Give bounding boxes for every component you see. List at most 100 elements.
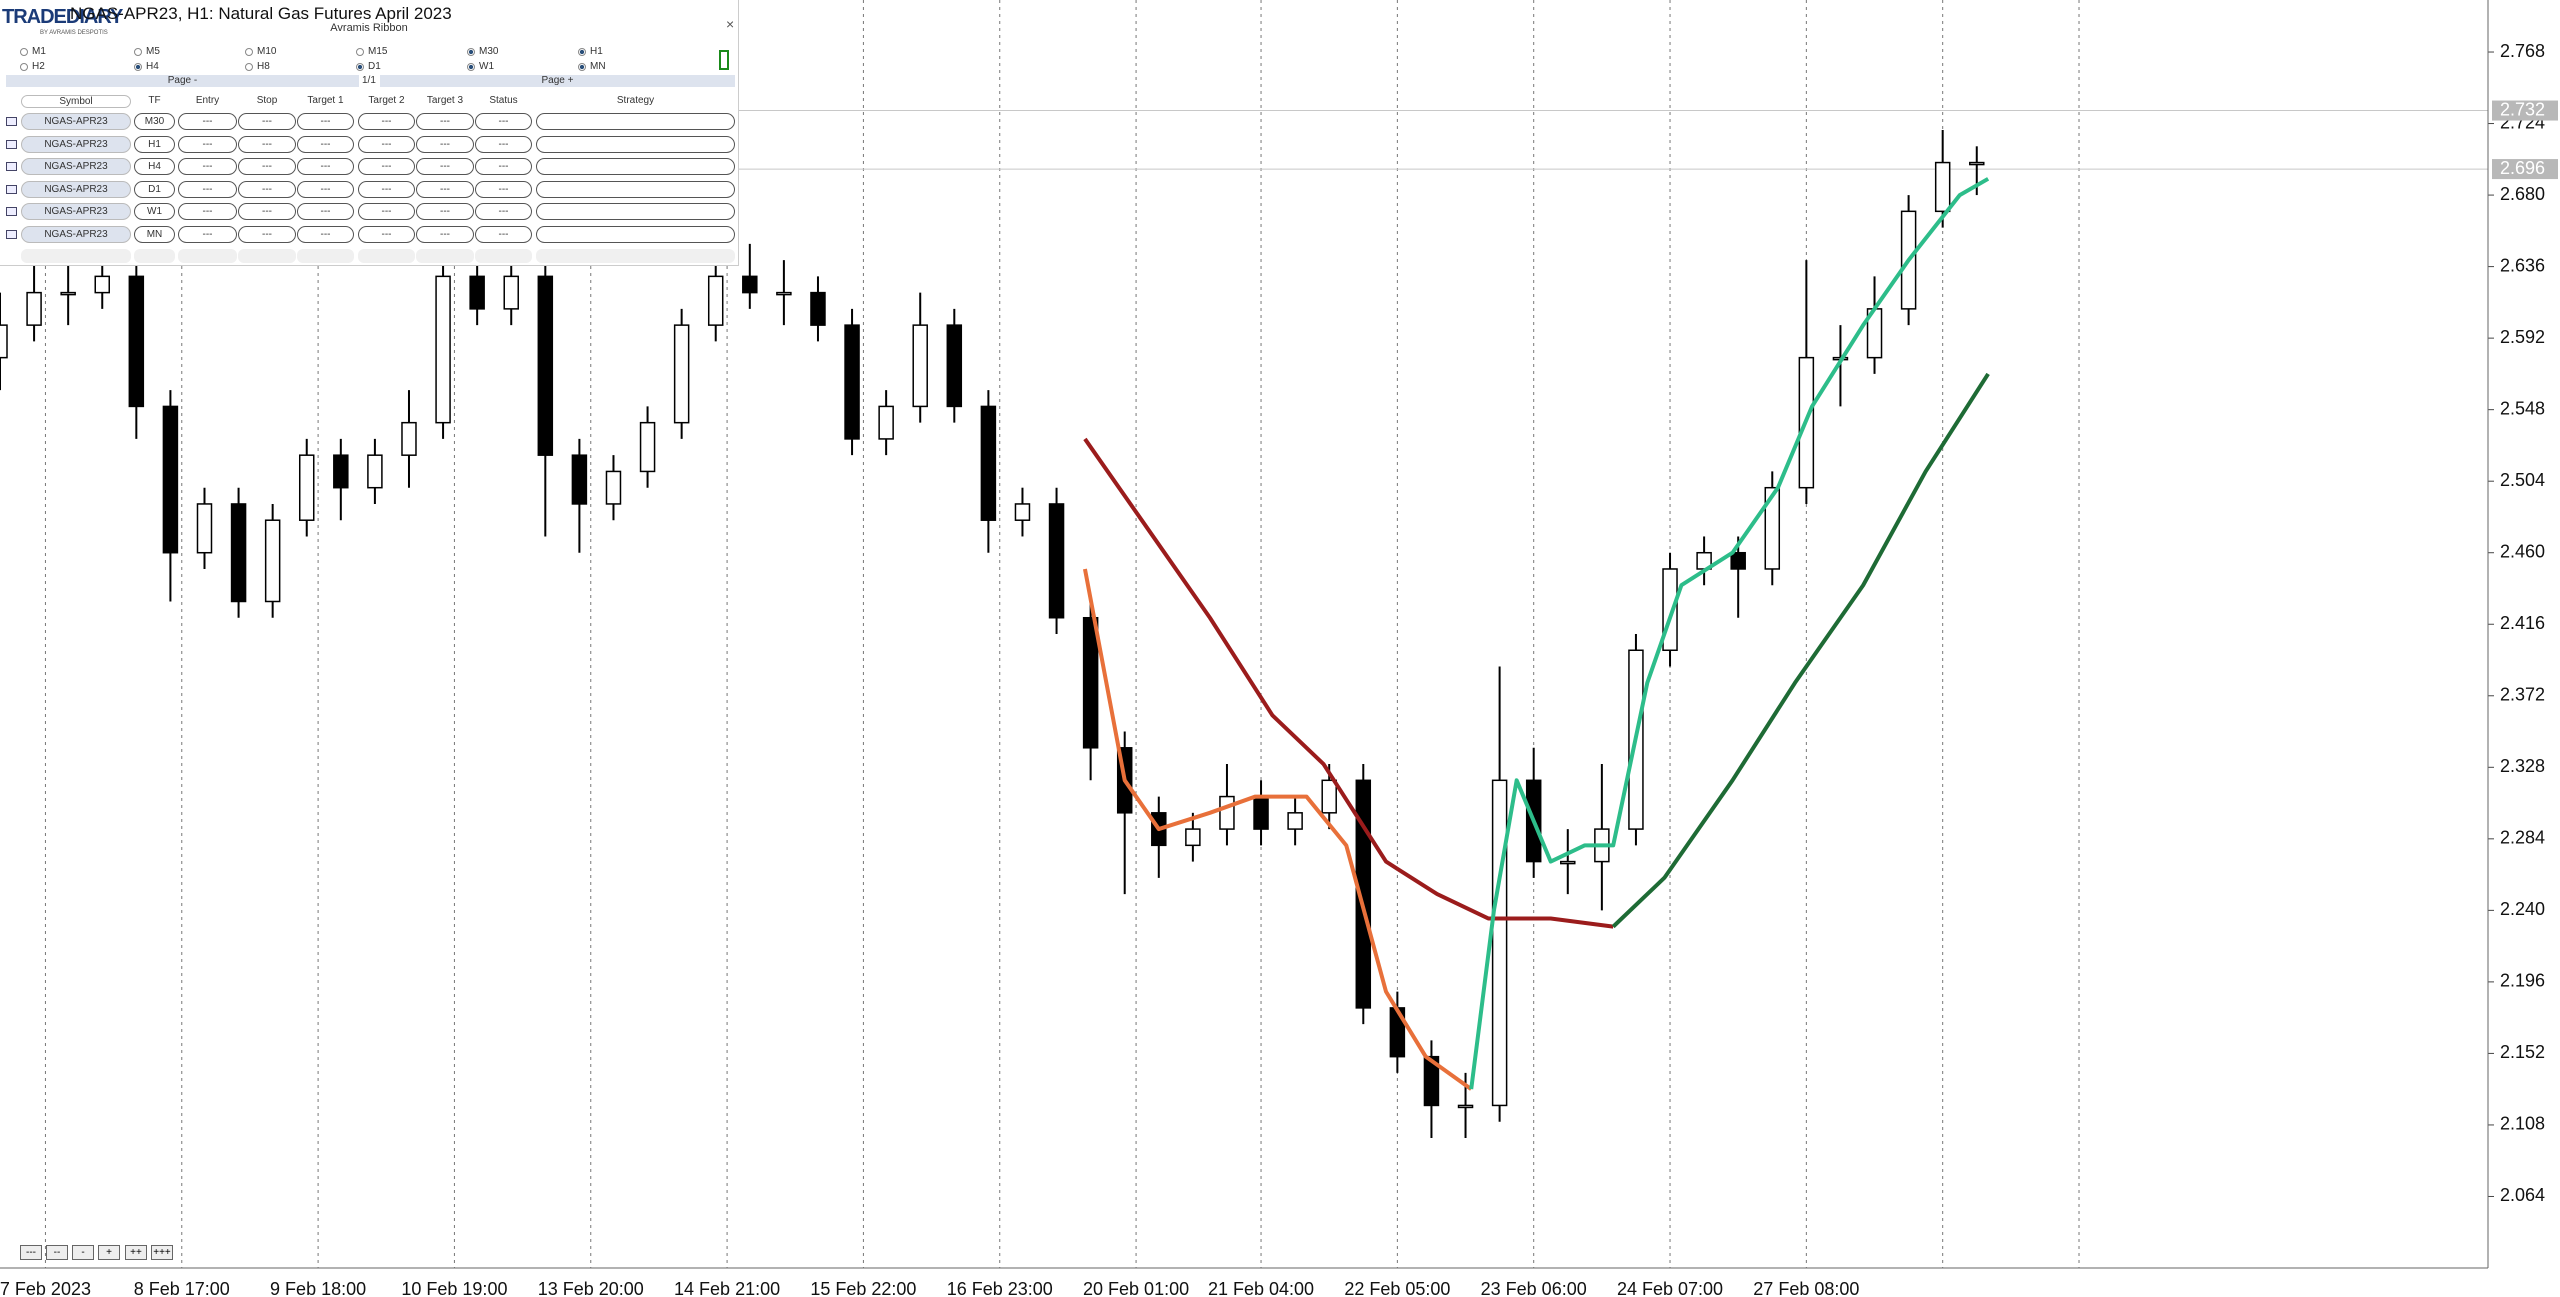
radio-label[interactable]: MN	[590, 61, 606, 72]
radio-button[interactable]	[245, 63, 253, 71]
table-cell[interactable]: ---	[297, 135, 354, 153]
row-icon[interactable]	[6, 139, 17, 149]
table-cell[interactable]: ---	[178, 226, 237, 243]
radio-button[interactable]	[578, 63, 586, 71]
radio-label[interactable]: W1	[479, 61, 494, 72]
table-cell[interactable]: ---	[178, 135, 237, 153]
radio-button[interactable]	[134, 63, 142, 71]
table-cell[interactable]	[536, 135, 735, 153]
table-cell[interactable]: ---	[475, 113, 532, 130]
radio-button[interactable]	[134, 48, 142, 56]
table-cell[interactable]: M30	[134, 113, 175, 130]
zoom-button[interactable]: --	[46, 1245, 68, 1260]
row-icon[interactable]	[6, 162, 17, 172]
page-next-button[interactable]: Page +	[380, 75, 735, 87]
table-cell[interactable]: ---	[358, 226, 415, 243]
table-cell[interactable]: ---	[416, 158, 474, 176]
table-cell[interactable]: MN	[134, 226, 175, 243]
table-cell[interactable]: ---	[358, 158, 415, 176]
table-cell[interactable]	[536, 226, 735, 243]
zoom-button[interactable]: ++	[125, 1245, 147, 1260]
column-header: Target 1	[307, 95, 344, 106]
zoom-button[interactable]: ---	[20, 1245, 42, 1260]
radio-button[interactable]	[245, 48, 253, 56]
table-cell[interactable]: W1	[134, 203, 175, 221]
table-cell[interactable]: ---	[238, 203, 296, 221]
price-label: 2.732	[2500, 99, 2545, 119]
table-cell[interactable]: ---	[297, 180, 354, 198]
table-cell[interactable]: ---	[297, 158, 354, 176]
symbol-cell[interactable]: NGAS-APR23	[21, 226, 131, 243]
table-cell[interactable]	[536, 113, 735, 130]
x-tick-label: 22 Feb 05:00	[1344, 1279, 1450, 1297]
page-prev-button[interactable]: Page -	[6, 75, 359, 87]
table-cell[interactable]: ---	[178, 113, 237, 130]
radio-button[interactable]	[356, 63, 364, 71]
table-cell[interactable]: ---	[238, 180, 296, 198]
radio-label[interactable]: H1	[590, 46, 603, 57]
table-cell[interactable]: ---	[416, 226, 474, 243]
zoom-button[interactable]: +++	[151, 1245, 173, 1260]
row-icon[interactable]	[6, 207, 17, 217]
table-cell[interactable]: ---	[416, 135, 474, 153]
radio-button[interactable]	[467, 48, 475, 56]
table-cell[interactable]: H1	[134, 135, 175, 153]
symbol-cell[interactable]: NGAS-APR23	[21, 113, 131, 130]
table-cell[interactable]: ---	[475, 158, 532, 176]
radio-button[interactable]	[20, 48, 28, 56]
row-icon[interactable]	[6, 230, 17, 239]
candle-body	[60, 291, 76, 296]
table-cell[interactable]: D1	[134, 180, 175, 198]
table-cell[interactable]: ---	[475, 203, 532, 221]
radio-button[interactable]	[356, 48, 364, 56]
symbol-cell[interactable]: NGAS-APR23	[21, 158, 131, 176]
radio-label[interactable]: M30	[479, 46, 499, 57]
radio-button[interactable]	[578, 48, 586, 56]
radio-label[interactable]: M10	[257, 46, 277, 57]
radio-button[interactable]	[467, 63, 475, 71]
radio-label[interactable]: H8	[257, 61, 270, 72]
table-cell[interactable]: ---	[416, 180, 474, 198]
table-cell[interactable]: ---	[475, 135, 532, 153]
table-cell[interactable]: ---	[178, 180, 237, 198]
candle-body	[776, 291, 792, 296]
radio-label[interactable]: H4	[146, 61, 159, 72]
radio-button[interactable]	[20, 63, 28, 71]
close-button[interactable]: ×	[726, 16, 735, 32]
table-cell[interactable]: ---	[238, 113, 296, 130]
symbol-cell[interactable]: NGAS-APR23	[21, 180, 131, 198]
table-cell[interactable]: ---	[358, 135, 415, 153]
zoom-button[interactable]: +	[98, 1245, 120, 1260]
table-cell[interactable]: ---	[475, 180, 532, 198]
table-cell[interactable]: ---	[297, 203, 354, 221]
table-cell[interactable]: ---	[358, 180, 415, 198]
table-cell[interactable]: ---	[238, 226, 296, 243]
table-cell[interactable]: ---	[475, 226, 532, 243]
table-cell[interactable]	[536, 203, 735, 221]
table-cell[interactable]: H4	[134, 158, 175, 176]
table-cell[interactable]	[536, 158, 735, 176]
table-cell[interactable]: ---	[297, 226, 354, 243]
table-cell[interactable]	[536, 180, 735, 198]
table-cell[interactable]: ---	[238, 135, 296, 153]
radio-label[interactable]: H2	[32, 61, 45, 72]
table-cell[interactable]: ---	[297, 113, 354, 130]
row-icon[interactable]	[6, 117, 17, 126]
table-cell[interactable]: ---	[238, 158, 296, 176]
table-cell[interactable]: ---	[416, 203, 474, 221]
table-cell[interactable]: ---	[178, 158, 237, 176]
table-cell[interactable]: ---	[358, 113, 415, 130]
zoom-button[interactable]: -	[72, 1245, 94, 1260]
radio-label[interactable]: M1	[32, 46, 46, 57]
radio-label[interactable]: M5	[146, 46, 160, 57]
row-icon[interactable]	[6, 184, 17, 194]
radio-label[interactable]: M15	[368, 46, 388, 57]
table-cell[interactable]: ---	[416, 113, 474, 130]
symbol-cell[interactable]: NGAS-APR23	[21, 135, 131, 153]
table-cell[interactable]: ---	[178, 203, 237, 221]
radio-label[interactable]: D1	[368, 61, 381, 72]
table-cell[interactable]: ---	[358, 203, 415, 221]
column-header: Target 2	[368, 95, 405, 106]
symbol-cell[interactable]: NGAS-APR23	[21, 203, 131, 221]
